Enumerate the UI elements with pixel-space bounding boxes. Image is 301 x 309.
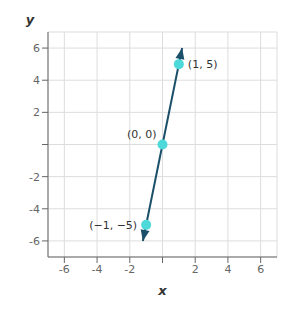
svg-text:-4: -4	[29, 203, 40, 216]
svg-text:-2: -2	[124, 263, 135, 276]
svg-text:2: 2	[33, 106, 40, 119]
svg-text:x: x	[157, 283, 167, 298]
svg-text:-4: -4	[92, 263, 103, 276]
svg-text:-2: -2	[29, 171, 40, 184]
svg-text:(1, 5): (1, 5)	[188, 58, 218, 71]
svg-text:6: 6	[33, 42, 40, 55]
svg-text:-6: -6	[29, 235, 40, 248]
svg-text:2: 2	[192, 263, 199, 276]
svg-text:4: 4	[224, 263, 231, 276]
svg-text:-6: -6	[59, 263, 70, 276]
svg-text:4: 4	[33, 74, 40, 87]
svg-text:y: y	[26, 12, 35, 27]
svg-text:(−1, −5): (−1, −5)	[89, 219, 137, 232]
svg-text:(0, 0): (0, 0)	[127, 128, 157, 141]
svg-text:6: 6	[257, 263, 264, 276]
